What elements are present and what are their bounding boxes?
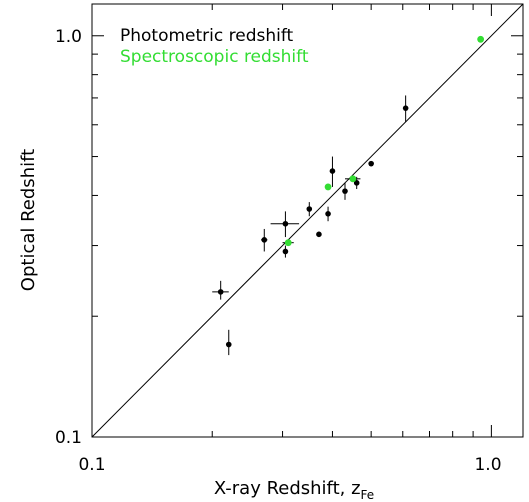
data-point	[402, 105, 409, 111]
x-axis-title-main: X-ray Redshift, z	[214, 478, 361, 499]
data-point	[325, 210, 331, 217]
x-axis-title-subscript: Fe	[361, 488, 375, 502]
data-point	[306, 206, 313, 212]
y-axis-title: Optical Redshift	[18, 149, 39, 291]
y-axis-ticks	[92, 35, 523, 438]
data-point	[217, 289, 224, 295]
series-spectroscopic	[282, 35, 485, 247]
data-point	[368, 160, 374, 167]
data-point	[284, 239, 292, 247]
data-point	[282, 220, 289, 227]
legend-spectroscopic: Spectroscopic redshift	[120, 47, 309, 67]
y-tick-label-min: 0.1	[55, 428, 82, 448]
data-point	[261, 237, 268, 243]
data-point	[477, 35, 485, 43]
x-axis-title: X-ray Redshift, zFe	[214, 478, 374, 502]
data-point	[353, 180, 360, 186]
data-point	[324, 183, 332, 191]
series-photometric	[212, 95, 409, 356]
data-point	[342, 188, 348, 194]
x-tick-label-max: 1.0	[474, 455, 501, 475]
x-tick-label-min: 0.1	[78, 455, 105, 475]
identity-reference-line	[91, 3, 524, 438]
x-axis-ticks	[91, 4, 492, 437]
data-point	[282, 248, 289, 255]
plot-frame	[91, 3, 524, 438]
data-point	[349, 175, 357, 183]
data-point	[225, 341, 232, 348]
data-points	[212, 35, 485, 356]
y-tick-label-max: 1.0	[55, 27, 82, 47]
data-point	[329, 168, 336, 174]
data-point	[316, 231, 322, 238]
legend-photometric: Photometric redshift	[120, 26, 294, 46]
